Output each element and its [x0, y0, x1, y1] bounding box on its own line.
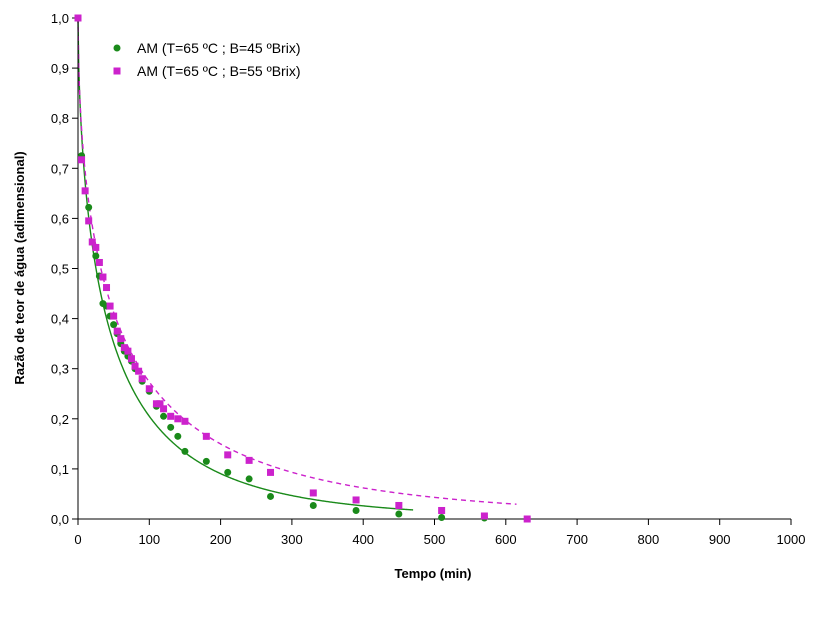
data-point — [152, 400, 160, 408]
y-tick-label: 0,9 — [51, 61, 69, 76]
fit-curve — [77, 17, 517, 505]
x-tick-label: 400 — [352, 532, 374, 547]
y-tick-label: 1,0 — [51, 11, 69, 26]
data-point — [245, 475, 253, 483]
x-tick-label: 700 — [566, 532, 588, 547]
data-point — [110, 321, 118, 329]
y-tick-label: 0,8 — [51, 111, 69, 126]
data-point — [145, 385, 153, 393]
axes: 0 100 200 300 400 500 600 700 800 900 1000 0,0 0,1 0,… — [51, 11, 806, 547]
data-point — [352, 496, 360, 504]
data-point — [160, 405, 168, 413]
data-point — [127, 355, 135, 363]
x-tick-label: 1000 — [777, 532, 806, 547]
x-tick-label: 600 — [495, 532, 517, 547]
fit-curves — [77, 17, 517, 511]
data-point — [156, 400, 164, 408]
data-point — [245, 456, 253, 464]
data-points — [74, 14, 531, 523]
legend-label: AM (T=65 ºC ; B=55 ºBrix) — [137, 63, 301, 79]
data-point — [438, 513, 446, 521]
data-point — [74, 14, 82, 22]
data-point — [352, 506, 360, 514]
legend-marker — [113, 67, 121, 75]
y-axis-title: Razão de teor de água (adimensional) — [12, 151, 27, 384]
data-point — [438, 506, 446, 514]
data-point — [88, 238, 96, 246]
data-point — [224, 468, 232, 476]
y-tick-label: 0,0 — [51, 512, 69, 527]
data-point — [85, 217, 93, 225]
data-point — [135, 367, 143, 375]
y-tick-label: 0,5 — [51, 262, 69, 277]
x-tick-label: 200 — [210, 532, 232, 547]
y-tick-label: 0,7 — [51, 161, 69, 176]
y-tick-label: 0,4 — [51, 312, 69, 327]
data-point — [99, 273, 107, 281]
data-point — [167, 423, 175, 431]
fit-curve — [77, 17, 414, 511]
x-tick-label: 100 — [138, 532, 160, 547]
y-tick-label: 0,2 — [51, 412, 69, 427]
data-point — [92, 252, 100, 260]
data-point — [309, 489, 317, 497]
data-point — [138, 375, 146, 383]
data-point — [110, 312, 118, 320]
data-point — [131, 362, 139, 370]
data-point — [224, 451, 232, 459]
data-point — [309, 501, 317, 509]
data-point — [202, 432, 210, 440]
y-tick-label: 0,3 — [51, 362, 69, 377]
data-point — [106, 302, 114, 310]
x-tick-label: 300 — [281, 532, 303, 547]
data-point — [103, 284, 111, 292]
data-point — [92, 243, 100, 251]
data-point — [117, 335, 125, 343]
data-point — [480, 512, 488, 520]
x-tick-label: 900 — [709, 532, 731, 547]
legend-label: AM (T=65 ºC ; B=45 ºBrix) — [137, 40, 301, 56]
data-point — [160, 412, 168, 420]
data-point — [523, 515, 531, 523]
x-tick-label: 500 — [424, 532, 446, 547]
data-point — [167, 412, 175, 420]
data-point — [85, 203, 93, 211]
data-point — [181, 447, 189, 455]
data-point — [181, 417, 189, 425]
data-point — [124, 347, 132, 355]
data-point — [174, 415, 182, 423]
data-point — [78, 156, 86, 164]
data-point — [120, 344, 128, 352]
data-point — [95, 258, 103, 266]
legend-marker — [113, 44, 121, 52]
y-tick-label: 0,6 — [51, 211, 69, 226]
data-point — [174, 432, 182, 440]
data-point — [267, 492, 275, 500]
y-tick-label: 0,1 — [51, 462, 69, 477]
x-tick-label: 0 — [74, 532, 81, 547]
x-axis-title: Tempo (min) — [394, 566, 471, 581]
legend: AM (T=65 ºC ; B=45 ºBrix) AM (T=65 ºC ; B… — [113, 40, 301, 79]
data-point — [395, 510, 403, 518]
data-point — [395, 501, 403, 509]
data-point — [113, 327, 121, 335]
data-point — [202, 457, 210, 465]
data-point — [81, 187, 89, 195]
data-point — [267, 468, 275, 476]
x-tick-label: 800 — [638, 532, 660, 547]
